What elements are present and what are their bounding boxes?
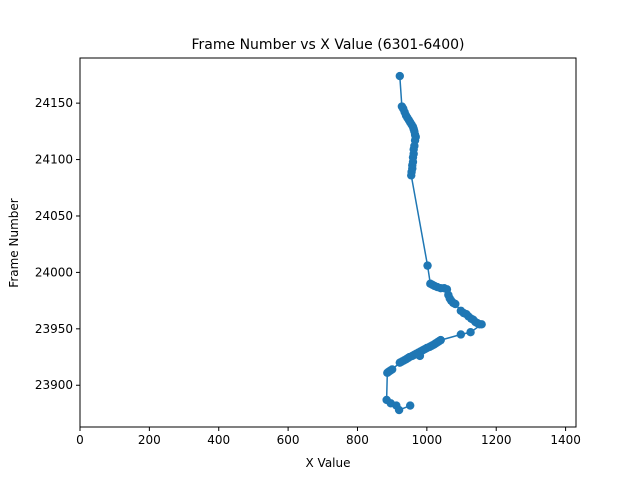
x-tick-label: 800 bbox=[346, 433, 369, 447]
x-tick-label: 1000 bbox=[412, 433, 443, 447]
y-tick-label: 24050 bbox=[35, 209, 73, 223]
y-tick-label: 24150 bbox=[35, 96, 73, 110]
data-point bbox=[395, 71, 404, 81]
x-tick-label: 400 bbox=[207, 433, 230, 447]
plot-area bbox=[382, 71, 486, 415]
data-point bbox=[406, 401, 415, 410]
data-point bbox=[407, 171, 416, 180]
x-tick-label: 1200 bbox=[481, 433, 512, 447]
y-axis-label: Frame Number bbox=[7, 198, 21, 287]
x-tick-label: 200 bbox=[138, 433, 161, 447]
y-tick-label: 23950 bbox=[35, 322, 73, 336]
data-point bbox=[466, 328, 475, 337]
data-point bbox=[423, 261, 432, 270]
y-tick-label: 23900 bbox=[35, 378, 73, 392]
data-point bbox=[451, 299, 460, 309]
data-point bbox=[394, 405, 404, 415]
data-point bbox=[415, 351, 425, 361]
data-point bbox=[383, 368, 392, 378]
chart-title: Frame Number vs X Value (6301-6400) bbox=[192, 37, 465, 53]
data-point bbox=[395, 358, 404, 367]
y-tick-label: 24000 bbox=[35, 265, 73, 279]
x-tick-label: 1400 bbox=[550, 433, 581, 447]
x-tick-label: 600 bbox=[277, 433, 300, 447]
axes-frame bbox=[79, 57, 577, 428]
data-point bbox=[477, 320, 486, 329]
data-point bbox=[456, 330, 466, 339]
x-axis: 0 200 400 600 800 1000 1200 1400 bbox=[76, 427, 581, 447]
x-tick-label: 0 bbox=[76, 433, 84, 447]
x-axis-label: X Value bbox=[306, 456, 351, 470]
y-tick-label: 24100 bbox=[35, 153, 73, 167]
y-axis: 23900 23950 24000 24050 24100 24150 bbox=[35, 96, 80, 392]
